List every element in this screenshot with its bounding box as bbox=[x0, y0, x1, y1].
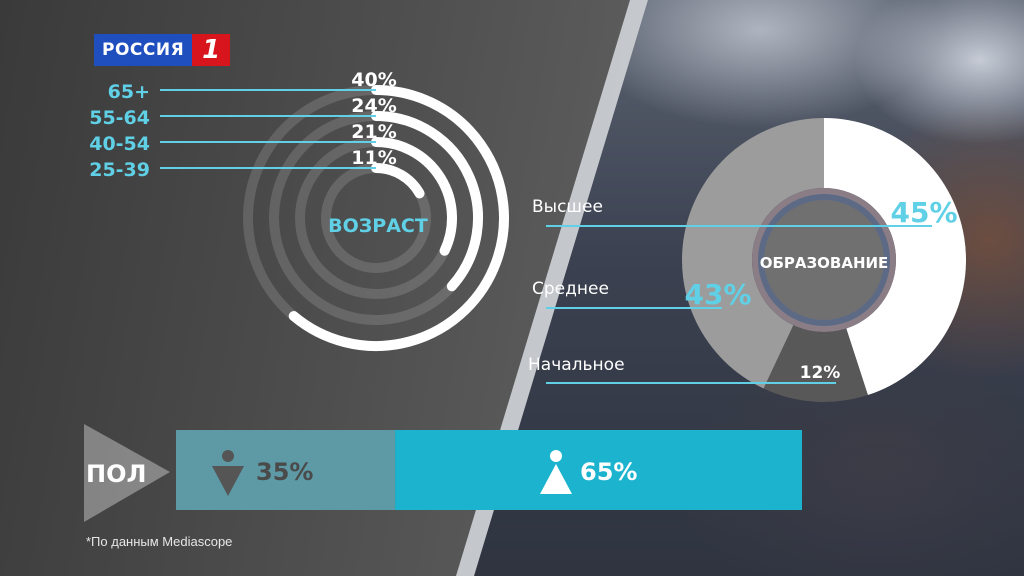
age-category-label: 55-64 bbox=[89, 107, 150, 129]
logo-number: 1 bbox=[192, 34, 231, 66]
age-category-label: 25-39 bbox=[89, 159, 150, 181]
female-icon bbox=[550, 450, 562, 462]
education-chart: ОБРАЗОВАНИЕ Высшее 45% Среднее 43% Начальное 1… bbox=[528, 117, 966, 402]
education-value-label: 12% bbox=[800, 363, 841, 383]
education-slice bbox=[824, 118, 966, 396]
age-arc bbox=[288, 85, 509, 351]
gender-bar-male bbox=[176, 430, 396, 510]
education-slice bbox=[682, 117, 824, 389]
age-category-label: 40-54 bbox=[89, 133, 150, 155]
education-category-label: Высшее bbox=[532, 197, 603, 217]
male-icon bbox=[222, 450, 234, 462]
age-chart: 65+ 40% 55-64 24% 40-54 21% 25-39 11% ВОЗРАСТ bbox=[89, 69, 509, 351]
education-title: ОБРАЗОВАНИЕ bbox=[760, 254, 889, 272]
channel-logo: РОССИЯ 1 bbox=[94, 34, 231, 66]
age-value-label: 21% bbox=[351, 121, 396, 143]
gender-arrow-shape bbox=[84, 424, 170, 522]
age-arc bbox=[371, 137, 457, 256]
footnote: *По данным Mediascope bbox=[86, 534, 233, 549]
education-value-label: 43% bbox=[684, 278, 751, 311]
age-arc bbox=[371, 163, 425, 199]
age-value-label: 40% bbox=[351, 69, 396, 91]
education-category-label: Среднее bbox=[532, 279, 609, 299]
age-arc bbox=[371, 111, 483, 292]
gender-chart: ПОЛ 35% 65% bbox=[84, 424, 802, 522]
age-value-label: 11% bbox=[351, 147, 396, 169]
logo-text: РОССИЯ bbox=[94, 34, 193, 66]
gender-female-value: 65% bbox=[580, 458, 637, 486]
age-title: ВОЗРАСТ bbox=[328, 215, 428, 237]
age-category-label: 65+ bbox=[108, 81, 150, 103]
gender-male-value: 35% bbox=[256, 458, 313, 486]
education-hub bbox=[764, 200, 884, 320]
age-value-label: 24% bbox=[351, 95, 396, 117]
male-icon-body bbox=[212, 466, 244, 496]
education-category-label: Начальное bbox=[528, 355, 625, 375]
gender-bar-female bbox=[395, 430, 802, 510]
female-icon-body bbox=[540, 464, 572, 494]
gender-title: ПОЛ bbox=[86, 460, 146, 488]
education-value-label: 45% bbox=[890, 196, 957, 229]
